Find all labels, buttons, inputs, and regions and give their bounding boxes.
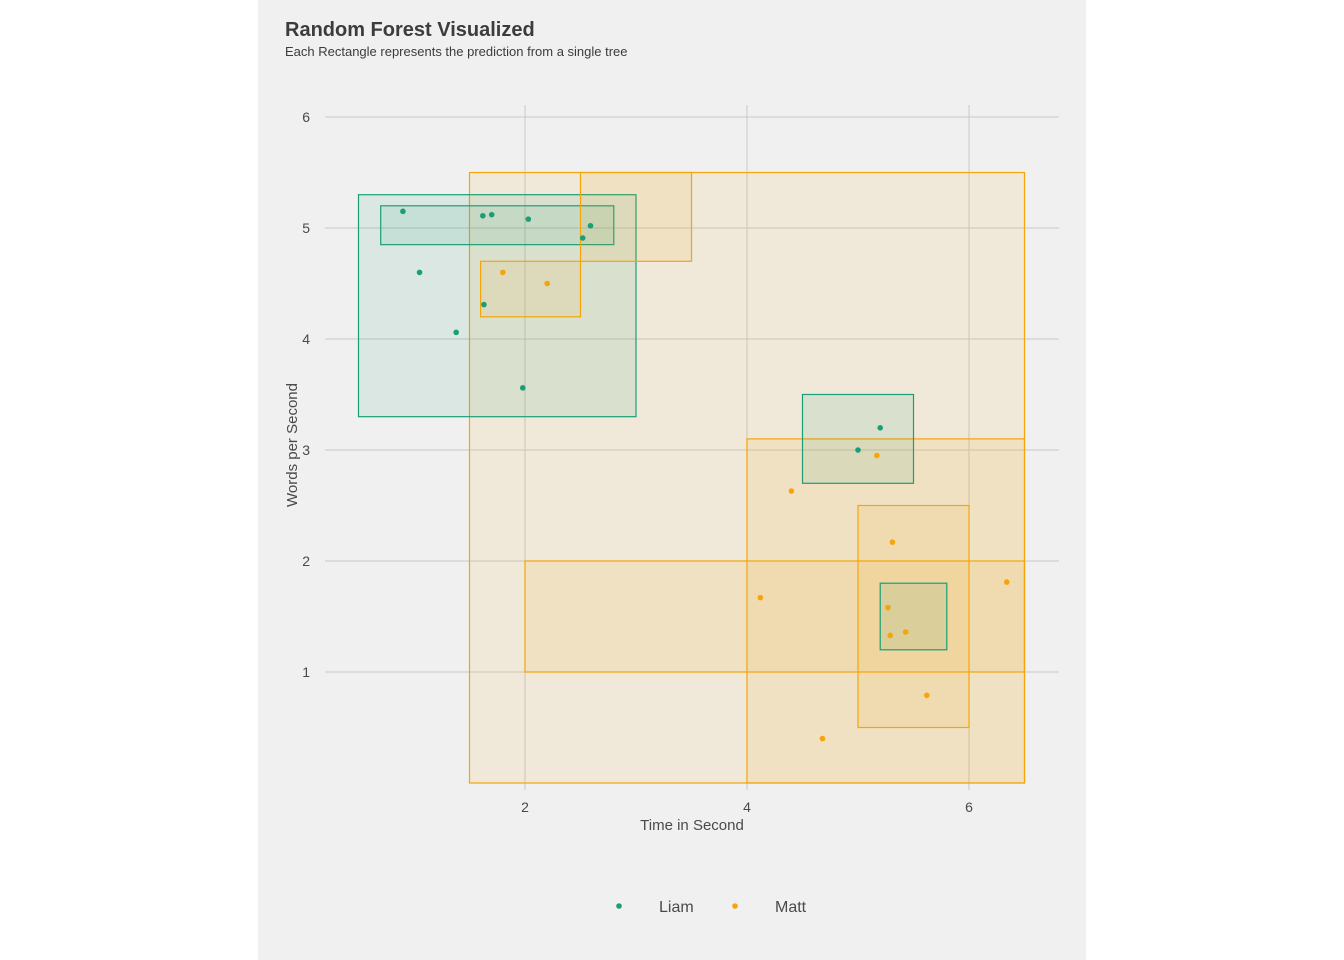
legend-key-liam [616, 903, 622, 909]
data-point-liam [480, 212, 486, 219]
data-point-liam [855, 447, 861, 453]
tree-rectangle-matt [746, 438, 1026, 784]
legend: Liam Matt [616, 899, 807, 916]
y-tick-label: 2 [302, 553, 310, 569]
data-point-matt [902, 629, 909, 635]
chart-panel [258, 0, 1086, 960]
data-point-liam [416, 269, 423, 276]
y-tick-label: 6 [302, 109, 310, 125]
x-tick-label: 4 [743, 799, 751, 815]
x-tick-label: 2 [521, 799, 529, 815]
data-point-matt [1003, 579, 1010, 585]
data-point-matt [819, 735, 826, 742]
tree-rectangle-matt [579, 171, 693, 262]
tree-rectangle-liam [801, 393, 915, 484]
tree-rectangle-liam [879, 582, 948, 651]
data-point-matt [874, 452, 880, 459]
data-point-liam [587, 222, 594, 229]
data-point-matt [887, 632, 893, 639]
legend-label-liam: Liam [659, 899, 694, 916]
data-point-matt [788, 488, 795, 494]
data-point-liam [525, 216, 532, 222]
data-point-liam [488, 211, 495, 218]
data-points [400, 208, 1010, 742]
chart-subtitle: Each Rectangle represents the prediction… [285, 44, 628, 59]
tree-rectangles [357, 171, 1026, 784]
data-point-matt [544, 280, 550, 287]
data-point-liam [481, 301, 487, 308]
x-axis-title: Time in Second [640, 817, 744, 834]
data-point-liam [579, 235, 586, 241]
y-axis-title: Words per Second [284, 383, 301, 507]
y-tick-label: 5 [302, 220, 310, 236]
data-point-matt [885, 604, 891, 611]
tree-rectangle-matt [857, 504, 970, 729]
legend-key-matt [732, 903, 738, 909]
tree-rectangle-matt [480, 260, 582, 318]
y-tick-label: 3 [302, 442, 310, 458]
y-tick-label: 4 [302, 331, 310, 347]
tree-rectangle-liam [357, 194, 637, 418]
tree-rectangle-matt [524, 560, 1026, 673]
data-point-liam [400, 208, 406, 215]
tree-rectangle-liam [380, 205, 615, 246]
x-tick-label: 6 [965, 799, 973, 815]
tick-labels: 2 4 6 1 2 3 4 5 6 [302, 109, 973, 815]
legend-label-matt: Matt [775, 899, 807, 916]
data-point-matt [500, 269, 506, 276]
data-point-liam [453, 329, 459, 336]
data-point-matt [889, 539, 896, 545]
data-point-matt [757, 594, 764, 601]
chart-title: Random Forest Visualized [285, 19, 535, 41]
data-point-matt [924, 692, 930, 699]
y-tick-label: 1 [302, 664, 310, 680]
data-point-liam [519, 385, 526, 391]
data-point-liam [877, 425, 883, 431]
